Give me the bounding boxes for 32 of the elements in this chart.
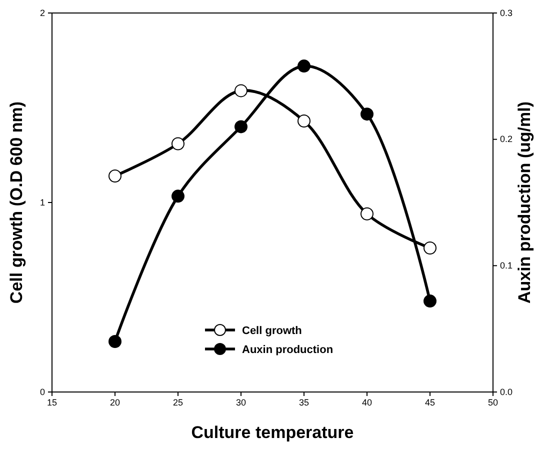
y-tick-label: 1 (40, 197, 45, 208)
point (298, 60, 310, 73)
legend-label: Auxin production (242, 344, 334, 356)
x-tick-label: 35 (298, 397, 310, 408)
point (360, 207, 374, 220)
x-tick-label: 15 (46, 397, 58, 408)
y-axis-title: Cell growth (O.D 600 nm) (7, 101, 26, 304)
y-tick-label: 2 (40, 8, 45, 18)
x-tick-label: 50 (488, 397, 498, 408)
x-axis-title: Culture temperature (191, 423, 354, 442)
point (298, 114, 310, 128)
x-tick-label: 40 (362, 397, 372, 408)
legend-label: Cell growth (242, 325, 302, 337)
x-tick-label: 45 (424, 397, 436, 408)
x-tick-label: 25 (172, 397, 184, 408)
x-tick-label: 20 (110, 397, 120, 408)
point (424, 294, 436, 308)
point (360, 108, 374, 121)
point (234, 120, 248, 134)
point (172, 190, 184, 203)
point (424, 241, 436, 254)
y2-tick-label: 0.0 (500, 386, 513, 397)
point (108, 169, 122, 182)
point (234, 84, 248, 98)
point (172, 137, 184, 150)
y2-tick-label: 0.1 (500, 260, 513, 271)
y2-tick-label: 0.3 (500, 8, 513, 18)
x-tick-label: 30 (236, 397, 246, 408)
point (108, 334, 122, 348)
y-tick-label: 0 (40, 386, 45, 397)
y2-tick-label: 0.2 (500, 134, 513, 144)
y2-axis-title: Auxin production (ug/ml) (515, 101, 534, 304)
